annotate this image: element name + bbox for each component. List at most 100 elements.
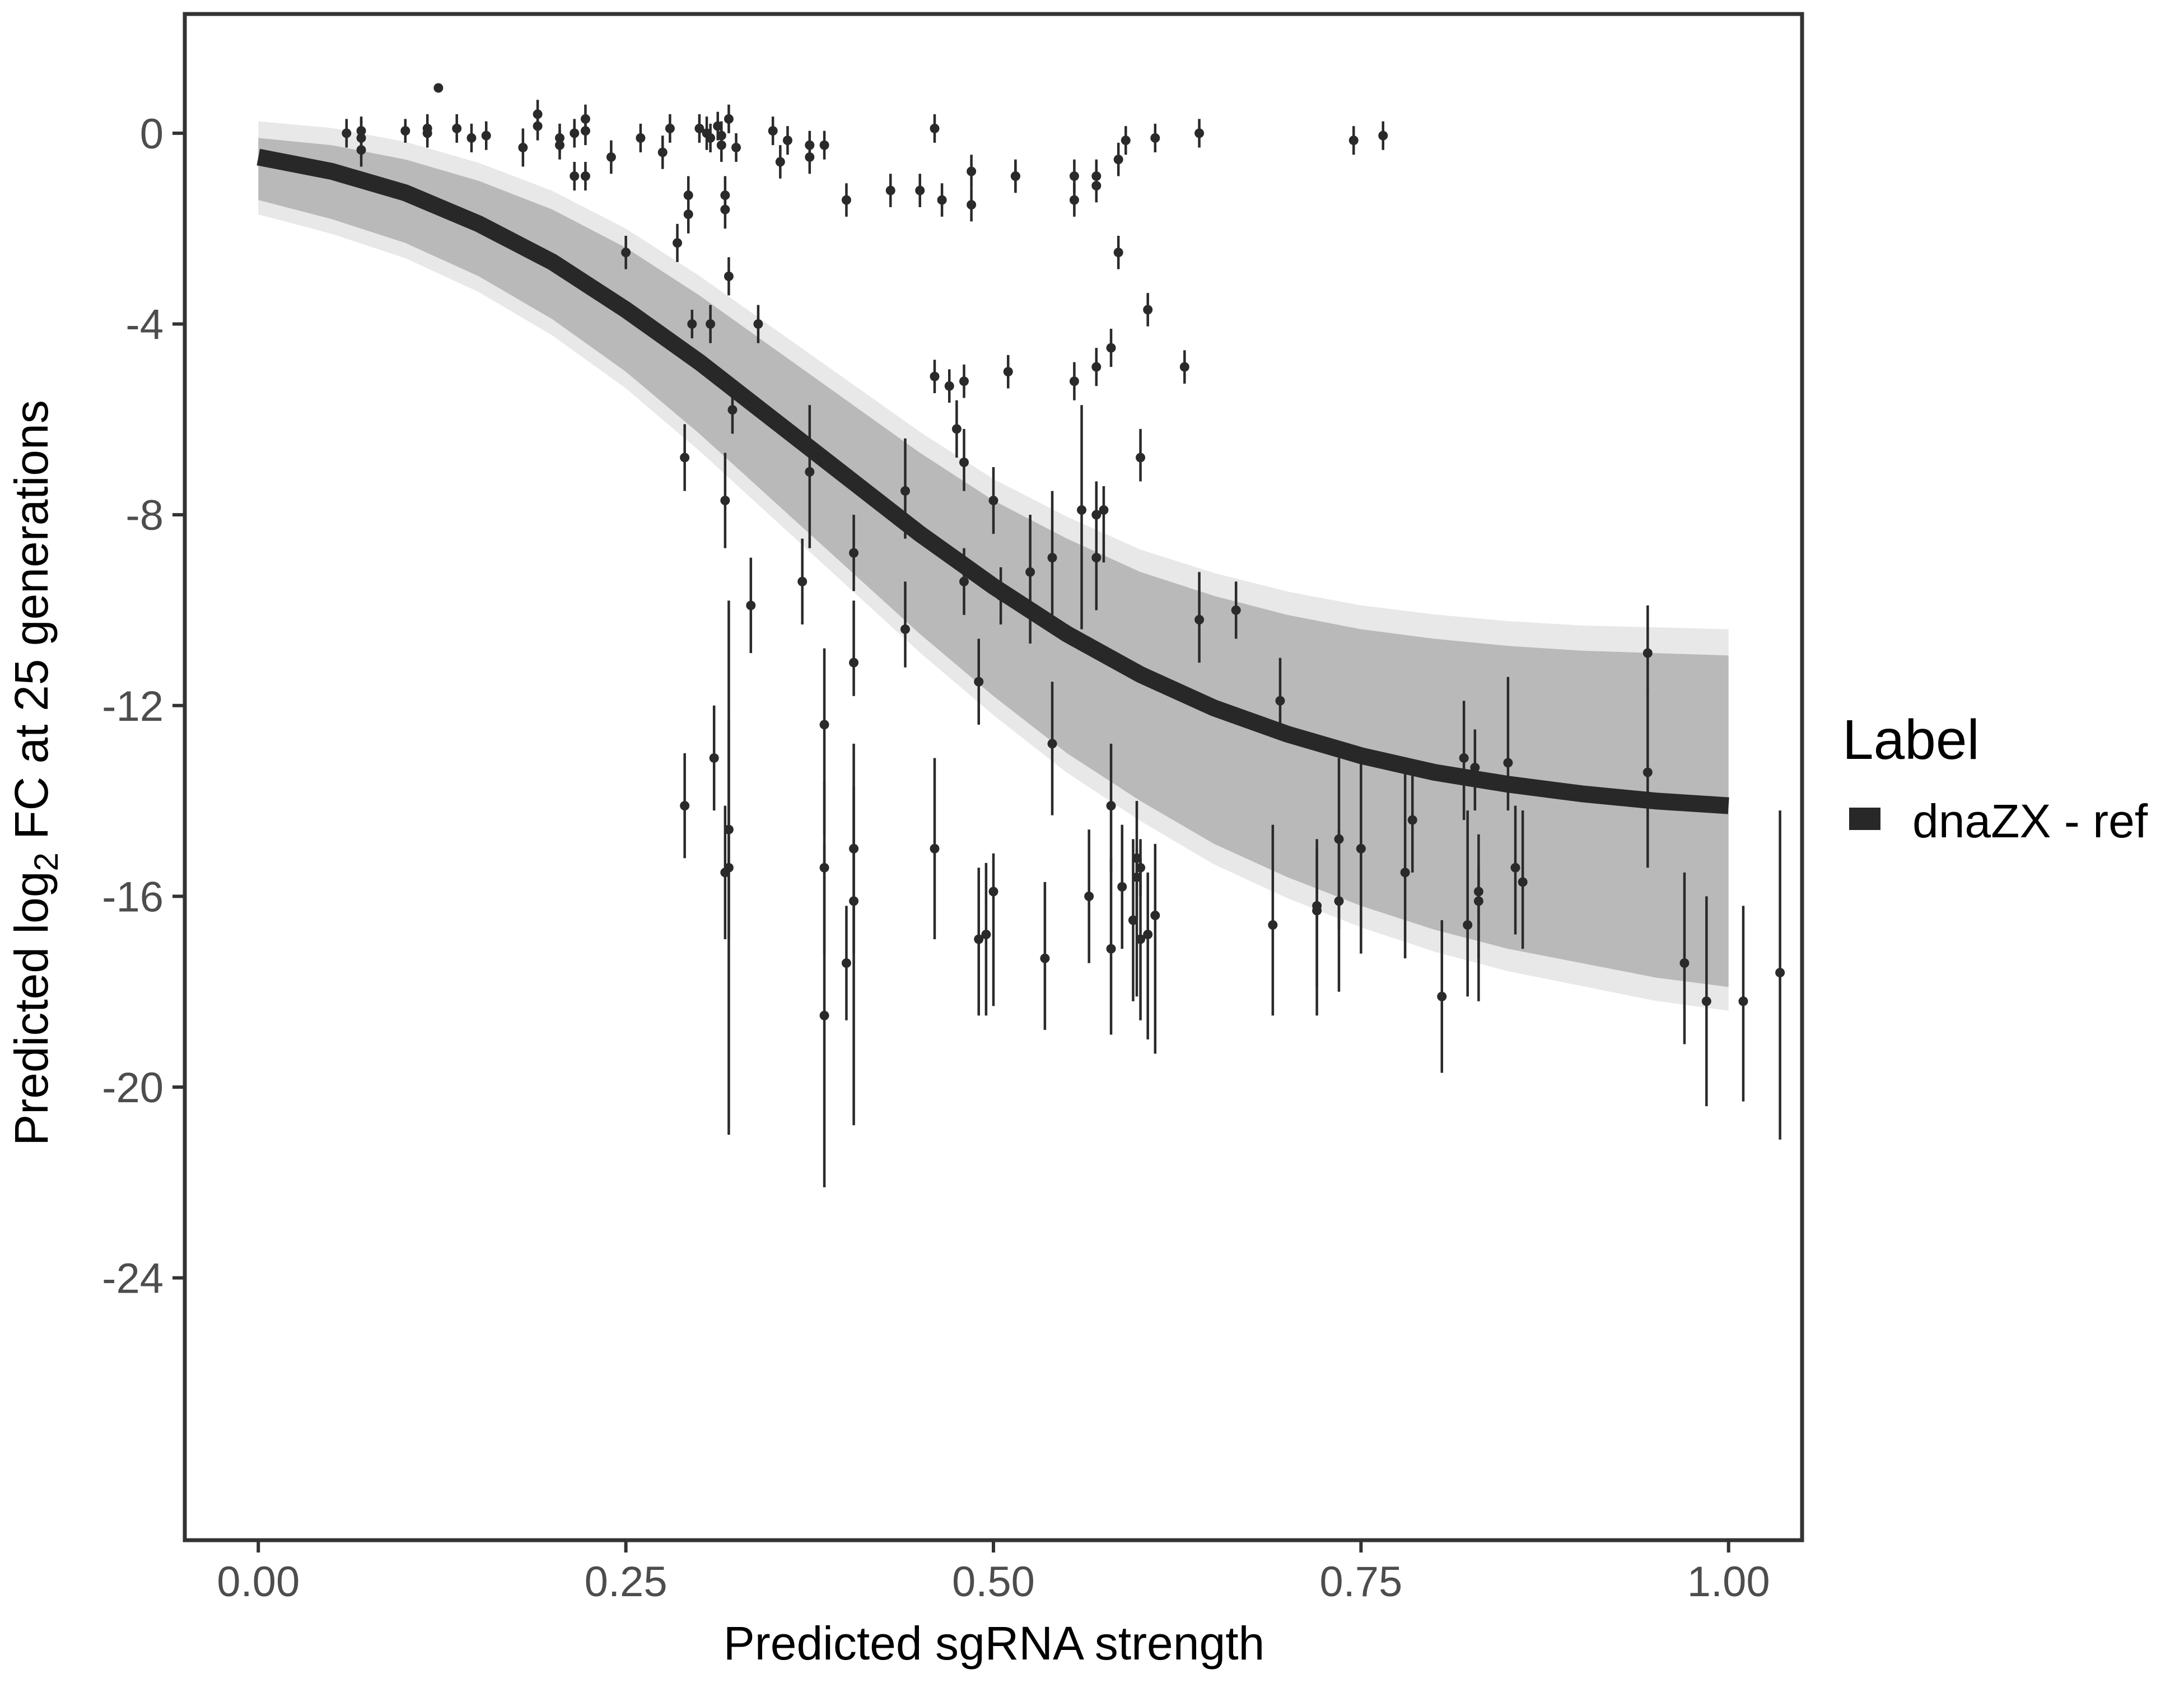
- point-marker: [1470, 762, 1480, 772]
- data-point: [1400, 767, 1410, 959]
- point-marker: [680, 453, 690, 463]
- point-marker: [356, 145, 366, 155]
- data-point: [1084, 829, 1094, 963]
- data-point: [1113, 142, 1123, 176]
- point-marker: [944, 381, 954, 391]
- data-point: [1194, 572, 1205, 663]
- data-point: [1738, 906, 1748, 1102]
- point-marker: [805, 152, 815, 162]
- point-marker: [680, 801, 690, 811]
- point-marker: [885, 185, 895, 195]
- point-marker: [819, 1010, 829, 1020]
- point-marker: [1099, 505, 1109, 515]
- data-point: [1143, 872, 1153, 1039]
- data-point: [974, 868, 984, 1016]
- point-marker: [1113, 155, 1123, 165]
- x-tick-label: 0.50: [952, 1558, 1035, 1606]
- point-marker: [1143, 305, 1153, 315]
- point-marker: [1510, 863, 1520, 873]
- data-point: [1040, 882, 1050, 1030]
- data-point: [988, 853, 998, 1006]
- data-point: [930, 758, 940, 940]
- y-tick-label: 0: [140, 110, 164, 158]
- point-marker: [797, 576, 808, 586]
- data-point: [1312, 849, 1322, 987]
- point-marker: [1069, 171, 1079, 181]
- point-marker: [1128, 915, 1138, 925]
- data-point: [967, 188, 977, 222]
- point-marker: [1117, 882, 1127, 892]
- point-marker: [1150, 910, 1160, 920]
- point-marker: [433, 83, 444, 93]
- point-marker: [720, 204, 730, 215]
- data-point: [1268, 824, 1278, 1016]
- data-point: [580, 161, 590, 191]
- data-point: [1143, 293, 1153, 327]
- point-marker: [967, 200, 977, 210]
- point-marker: [1334, 896, 1344, 906]
- data-point: [915, 174, 925, 207]
- data-point: [687, 309, 697, 339]
- data-point: [673, 223, 683, 262]
- data-point: [885, 174, 895, 207]
- point-marker: [819, 140, 829, 150]
- data-point: [849, 515, 859, 591]
- point-marker: [974, 677, 984, 687]
- data-point: [709, 705, 719, 811]
- point-marker: [988, 496, 998, 506]
- point-marker: [1136, 453, 1146, 463]
- y-tick-label: -12: [102, 683, 164, 730]
- point-marker: [1738, 996, 1748, 1006]
- point-marker: [683, 209, 693, 220]
- point-marker: [533, 121, 543, 131]
- data-point: [1136, 428, 1146, 482]
- point-marker: [422, 128, 432, 138]
- point-marker: [1091, 181, 1102, 191]
- data-point: [1117, 824, 1127, 949]
- data-point: [1113, 235, 1123, 269]
- data-point: [1003, 355, 1013, 389]
- point-marker: [518, 142, 528, 152]
- point-marker: [356, 126, 366, 136]
- point-marker: [930, 843, 940, 854]
- data-point: [959, 428, 969, 491]
- data-point: [805, 405, 815, 548]
- data-point: [1106, 858, 1116, 1035]
- data-point: [570, 119, 580, 148]
- data-point: [657, 136, 668, 169]
- data-point: [1473, 834, 1483, 959]
- y-tick-label: -24: [102, 1255, 164, 1303]
- point-marker: [1106, 801, 1116, 811]
- point-marker: [1642, 767, 1653, 777]
- point-marker: [706, 133, 716, 143]
- point-marker: [768, 126, 778, 136]
- data-point: [720, 453, 730, 548]
- data-point: [694, 114, 704, 143]
- data-point: [481, 121, 491, 150]
- point-marker: [570, 128, 580, 138]
- data-point: [841, 183, 851, 217]
- data-point: [1437, 920, 1447, 1073]
- data-point: [805, 140, 815, 174]
- data-point: [533, 111, 543, 141]
- data-point: [356, 133, 366, 167]
- point-marker: [452, 123, 462, 133]
- data-point: [580, 116, 590, 146]
- point-marker: [1407, 815, 1417, 825]
- point-marker: [1132, 872, 1142, 882]
- point-marker: [1069, 376, 1079, 386]
- point-marker: [1010, 171, 1020, 181]
- data-point: [841, 906, 851, 1020]
- point-marker: [400, 126, 410, 136]
- data-point: [1701, 896, 1711, 1107]
- point-marker: [1136, 934, 1146, 944]
- points-layer: [342, 83, 1785, 1187]
- data-point: [1128, 839, 1138, 1001]
- legend: Label dnaZX - ref: [1842, 708, 2148, 847]
- point-marker: [1194, 128, 1205, 138]
- data-point: [1106, 743, 1116, 873]
- data-point: [981, 863, 991, 1016]
- point-marker: [951, 424, 962, 434]
- point-marker: [665, 123, 675, 133]
